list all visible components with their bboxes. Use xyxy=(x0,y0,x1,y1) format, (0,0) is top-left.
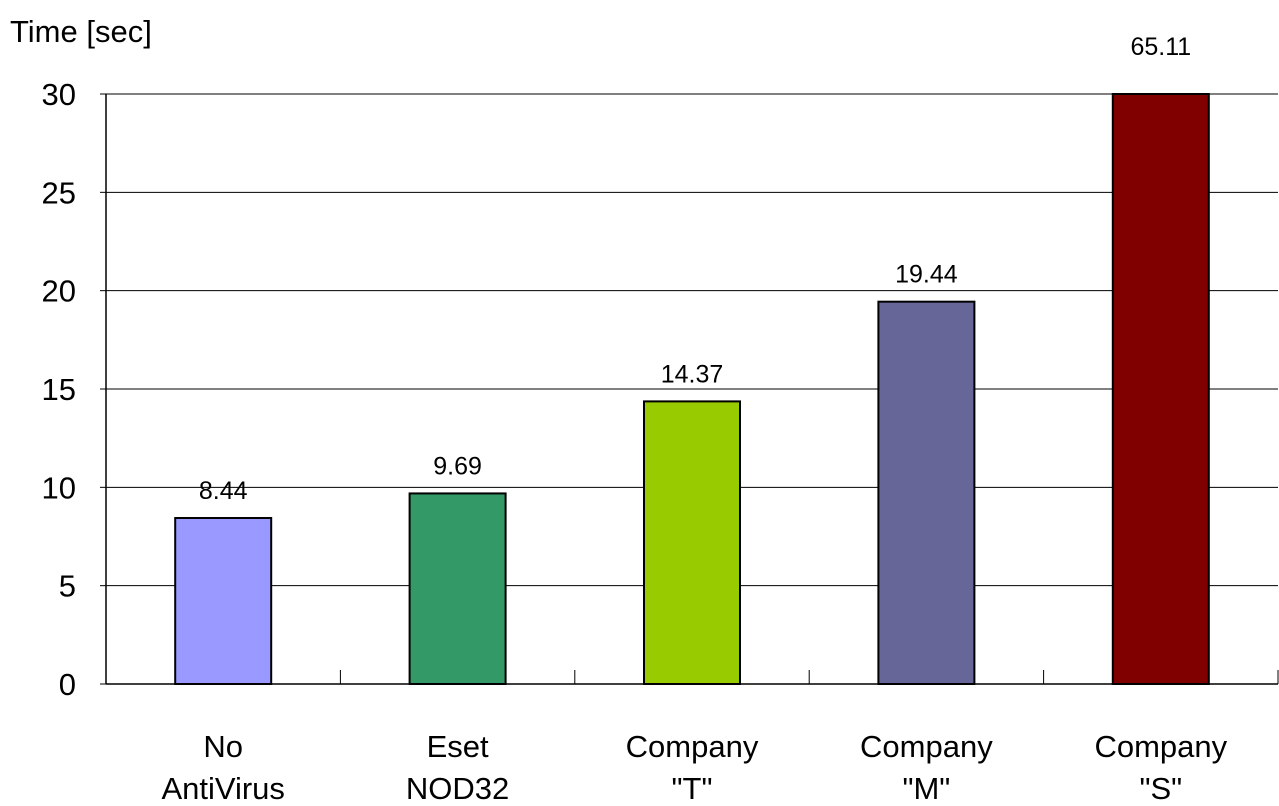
y-tick-label: 10 xyxy=(42,470,76,505)
value-labels: 8.44 9.69 14.37 19.44 65.11 xyxy=(199,33,1191,505)
x-tick-label: Company xyxy=(860,729,993,764)
x-tick-label: No xyxy=(203,729,243,764)
y-tick-labels: 0 5 10 15 20 25 30 xyxy=(42,77,76,702)
y-tick-label: 0 xyxy=(59,667,76,702)
value-label: 8.44 xyxy=(199,477,248,505)
value-label: 9.69 xyxy=(433,452,482,480)
y-axis-label: Time [sec] xyxy=(10,14,152,49)
y-tick-label: 20 xyxy=(42,274,76,309)
x-tick-label: Eset xyxy=(427,729,489,764)
x-tick-label: "S" xyxy=(1139,771,1182,806)
value-label: 19.44 xyxy=(895,261,958,289)
bar xyxy=(877,300,976,685)
x-tick-label: NOD32 xyxy=(406,771,509,806)
gridlines xyxy=(106,93,1278,587)
x-tick-label: Company xyxy=(626,729,759,764)
value-label: 65.11 xyxy=(1130,33,1191,61)
bar xyxy=(408,492,507,685)
axes xyxy=(100,93,1279,685)
y-tick-label: 5 xyxy=(59,569,76,604)
bar xyxy=(643,400,741,685)
x-tick-label: "T" xyxy=(672,771,713,806)
y-tick-label: 15 xyxy=(42,372,76,407)
y-tick-label: 25 xyxy=(42,175,76,210)
x-tick-labels: No AntiVirus Eset NOD32 Company "T" Company "M"… xyxy=(161,729,1227,806)
value-label: 14.37 xyxy=(661,360,724,388)
bars xyxy=(174,93,1210,685)
x-tick-label: "M" xyxy=(902,771,950,806)
bar xyxy=(1111,93,1210,685)
x-tick-label: Company xyxy=(1094,729,1227,764)
y-tick-label: 30 xyxy=(42,77,76,112)
x-tick-label: AntiVirus xyxy=(161,771,285,806)
bar xyxy=(174,517,273,685)
